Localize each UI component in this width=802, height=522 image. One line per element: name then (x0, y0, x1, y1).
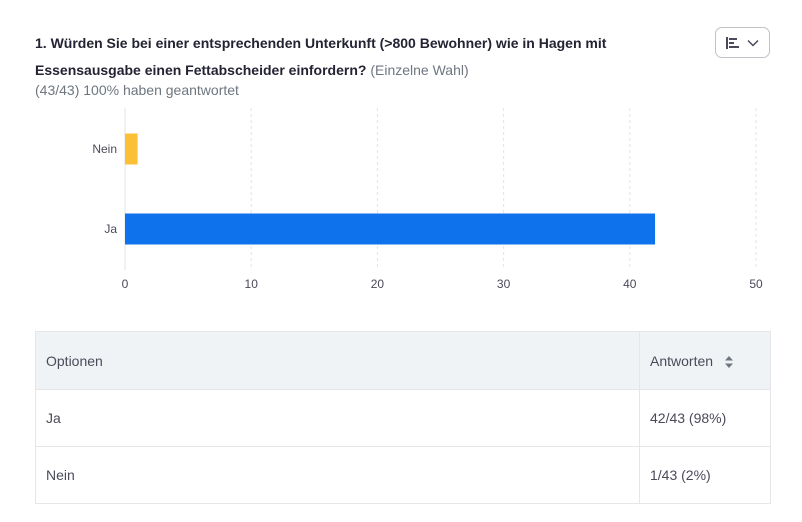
results-table: Optionen Antworten Ja 42/43 (98%) Nein 1… (35, 331, 771, 504)
row-answers: 1/43 (2%) (639, 446, 771, 504)
chevron-down-icon (747, 39, 759, 47)
chart-bars (125, 133, 656, 245)
table-row: Ja 42/43 (98%) (35, 389, 771, 447)
chart-labels: 0 10 20 30 40 50 Nein Ja (92, 142, 763, 291)
header-answers[interactable]: Antworten (639, 331, 771, 390)
bar-ja (125, 213, 656, 245)
category-label: Ja (104, 222, 117, 236)
bar-chart-icon (726, 36, 739, 49)
chart-grid (124, 108, 757, 270)
header-options: Optionen (35, 331, 640, 390)
row-option: Ja (35, 389, 640, 447)
x-tick-label: 30 (497, 277, 511, 291)
table-header-row: Optionen Antworten (35, 331, 771, 390)
response-summary: (43/43) 100% haben geantwortet (35, 82, 239, 98)
question-type: (Einzelne Wahl) (370, 62, 469, 78)
bar-chart: 0 10 20 30 40 50 Nein Ja (92, 108, 763, 291)
question-text: 1. Würden Sie bei einer entsprechenden U… (35, 35, 607, 78)
category-label: Nein (92, 142, 117, 156)
x-tick-label: 40 (623, 277, 637, 291)
x-tick-label: 0 (122, 277, 129, 291)
chart-type-dropdown[interactable] (715, 27, 770, 58)
row-option: Nein (35, 446, 640, 504)
x-tick-label: 10 (245, 277, 259, 291)
sort-icon[interactable] (724, 355, 733, 368)
row-answers: 42/43 (98%) (639, 389, 771, 447)
bar-nein (125, 133, 138, 165)
x-tick-label: 50 (749, 277, 763, 291)
header-answers-label: Antworten (650, 352, 714, 369)
x-tick-label: 20 (371, 277, 385, 291)
question-title: 1. Würden Sie bei einer entsprechenden U… (35, 30, 695, 84)
table-row: Nein 1/43 (2%) (35, 446, 771, 504)
